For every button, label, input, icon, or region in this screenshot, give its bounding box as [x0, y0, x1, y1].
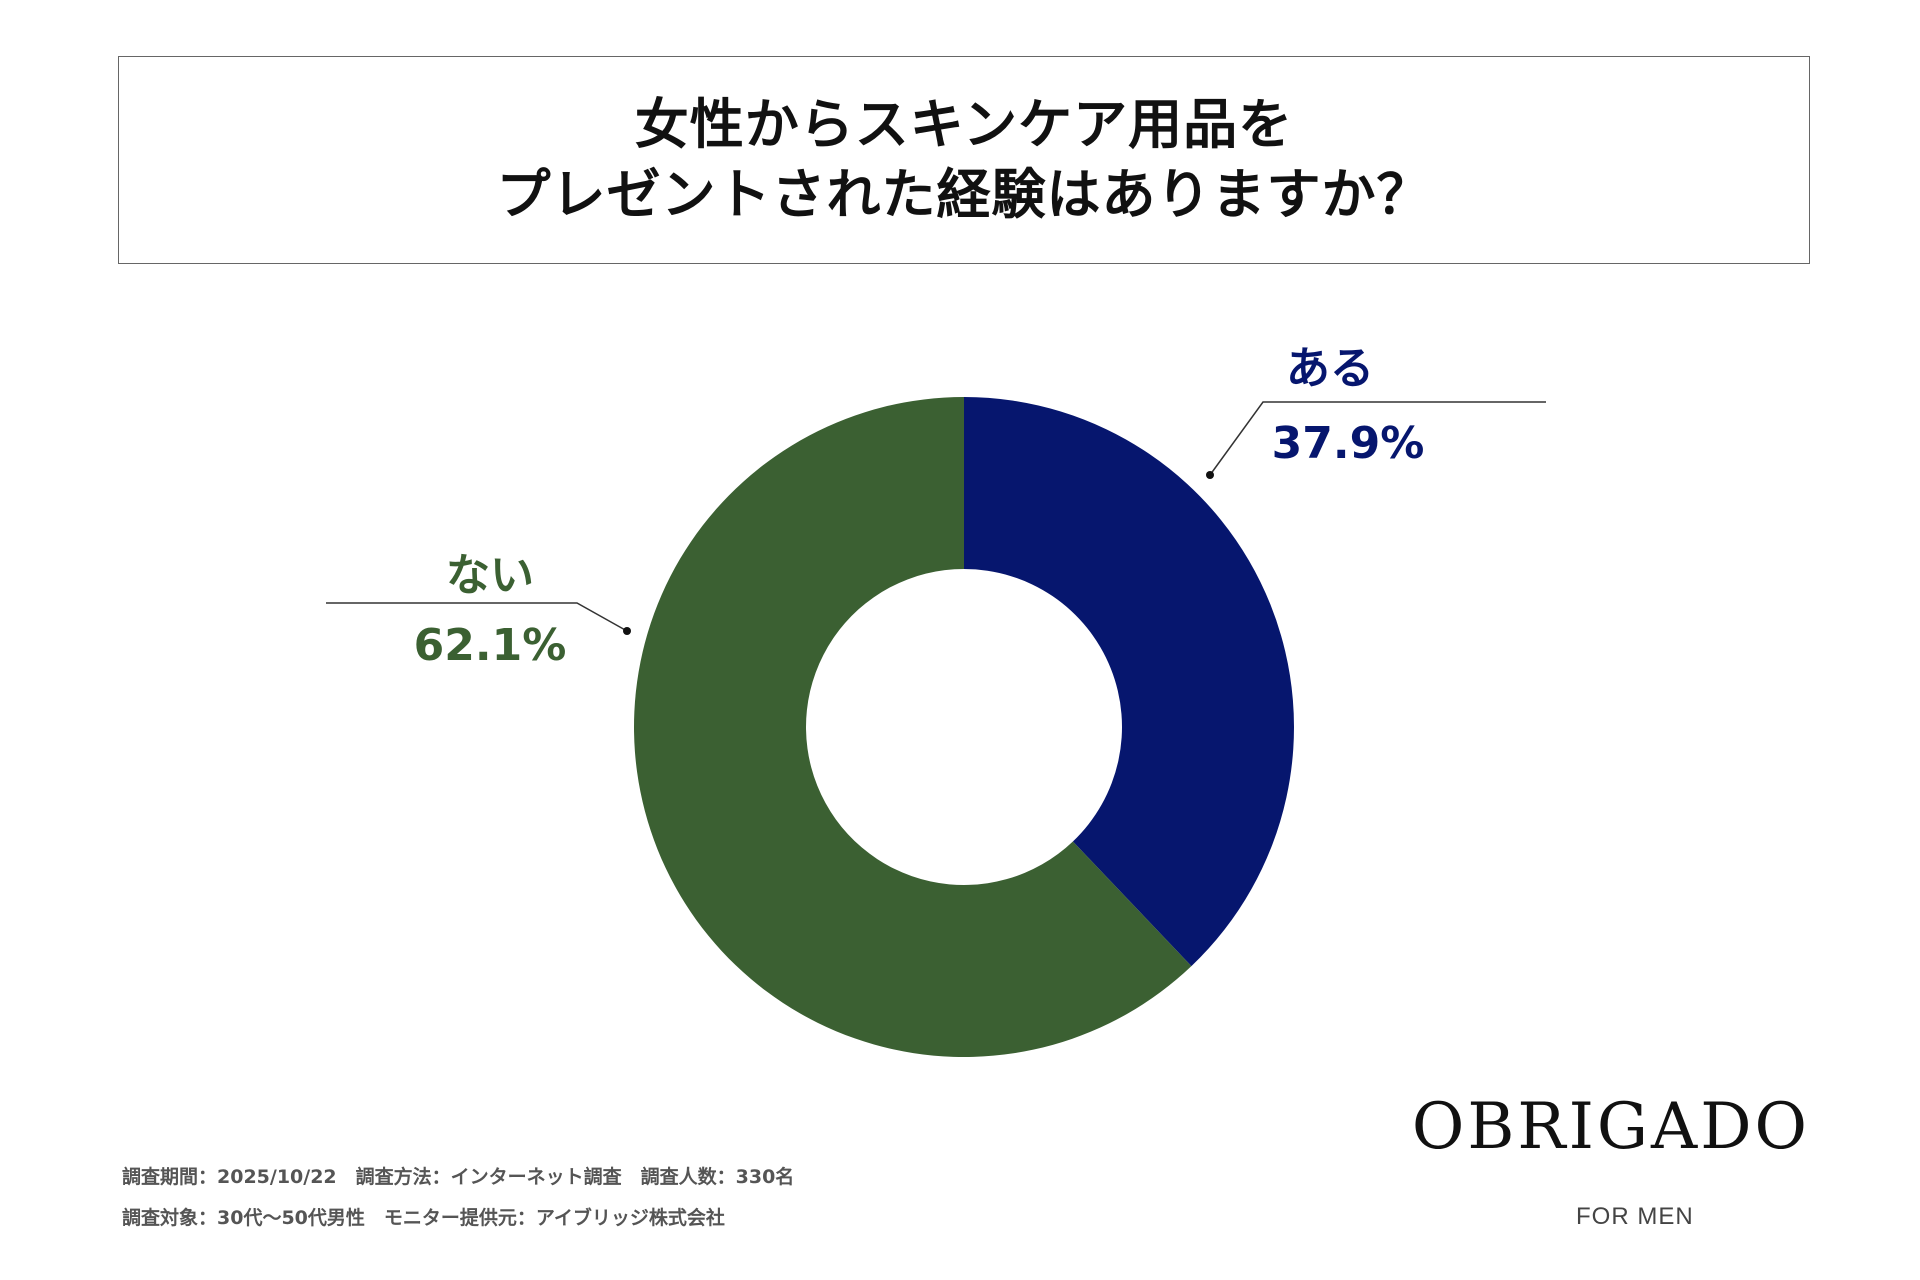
brand-subtitle: FOR MEN — [1576, 1203, 1694, 1230]
leader-line-aru — [1209, 401, 1546, 476]
donut-slice-aru — [964, 397, 1294, 967]
survey-note-1: 調査期間：2025/10/22 調査方法：インターネット調査 調査人数：330名 — [122, 1166, 795, 1188]
category-label-nai: ない — [446, 550, 534, 601]
donut-slice-nai — [634, 397, 1192, 1057]
value-label-aru: 37.9% — [1272, 418, 1425, 469]
brand-logo: OBRIGADO — [1411, 1090, 1810, 1164]
category-label-aru: ある — [1286, 343, 1374, 394]
leader-line-nai — [326, 602, 628, 632]
leader-dot-aru — [1206, 471, 1214, 479]
leader-dot-nai — [623, 627, 631, 635]
donut-slices — [634, 397, 1294, 1057]
leader-lines — [326, 401, 1546, 635]
chart-title-line-1: 女性からスキンケア用品を — [634, 93, 1294, 156]
survey-note-2: 調査対象：30代〜50代男性 モニター提供元：アイブリッジ株式会社 — [122, 1207, 725, 1229]
chart-title-line-2: プレゼントされた経験はありますか？ — [496, 163, 1432, 226]
value-label-nai: 62.1% — [414, 620, 567, 671]
title-box: 女性からスキンケア用品を プレゼントされた経験はありますか？ — [118, 56, 1810, 264]
